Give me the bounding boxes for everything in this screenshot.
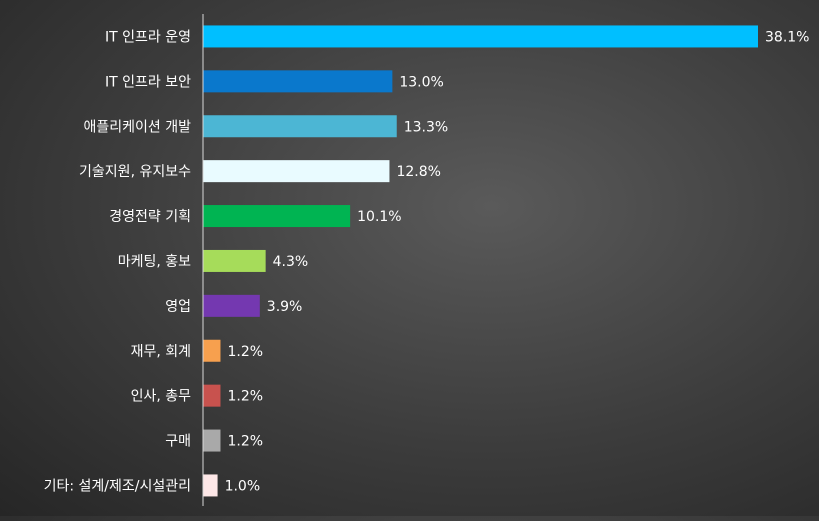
category-label-1: IT 인프라 보안 [105,74,191,90]
value-label-10: 1.0% [225,478,261,494]
bar-0 [203,25,758,48]
value-label-4: 10.1% [357,209,401,225]
category-label-2: 애플리케이션 개발 [84,119,192,135]
category-label-0: IT 인프라 운영 [105,29,191,45]
category-label-8: 인사, 총무 [131,389,192,405]
category-label-9: 구매 [165,434,191,450]
category-label-3: 기술지원, 유지보수 [79,164,191,180]
value-label-1: 13.0% [399,74,443,90]
value-label-6: 3.9% [267,299,303,315]
category-label-7: 재무, 회계 [131,344,191,360]
category-label-4: 경영전략 기획 [109,209,191,225]
bar-2 [203,115,397,138]
value-label-5: 4.3% [273,254,309,270]
bar-3 [203,160,390,183]
bar-10 [203,474,218,497]
bar-8 [203,384,221,407]
value-label-8: 1.2% [227,389,263,405]
category-label-6: 영업 [165,299,191,315]
category-label-10: 기타: 설계/제조/시설관리 [44,478,191,494]
bar-4 [203,205,351,228]
bar-5 [203,249,266,272]
value-label-3: 12.8% [396,164,440,180]
bar-9 [203,429,221,452]
bar-1 [203,70,393,93]
bar-7 [203,339,221,362]
value-label-2: 13.3% [404,119,448,135]
value-label-0: 38.1% [765,29,809,45]
category-label-5: 마케팅, 홍보 [118,254,191,270]
value-label-7: 1.2% [227,344,263,360]
bar-6 [203,294,260,317]
bars-layer: IT 인프라 운영 38.1% IT 인프라 보안 13.0% 애플리케이션 개발 13.… [44,25,809,497]
value-label-9: 1.2% [227,434,263,450]
